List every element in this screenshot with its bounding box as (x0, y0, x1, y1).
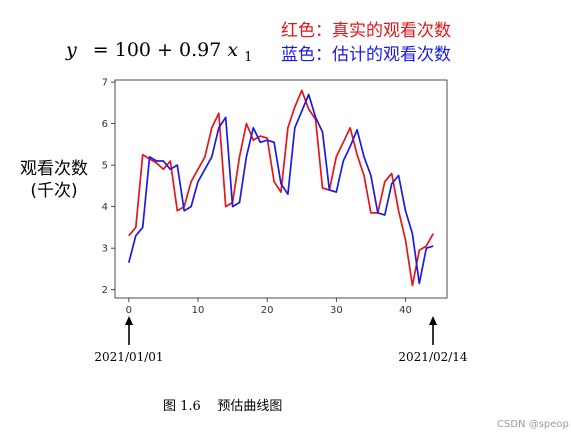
axis-ticks: 0 10 20 30 40 2 3 4 5 6 7 (102, 78, 412, 316)
end-arrow (429, 316, 437, 345)
y-tick-label: 7 (102, 78, 108, 89)
y-tick-label: 2 (102, 285, 108, 296)
x-tick-label: 20 (261, 305, 274, 316)
predicted-views-line (127, 93, 434, 285)
equation-rhs: = 100 + 0.97 (93, 39, 222, 61)
start-date-label: 2021/01/01 (94, 350, 163, 364)
y-tick-label: 5 (102, 161, 108, 172)
y-tick-label: 6 (102, 119, 108, 130)
regression-equation: y = 100 + 0.97 x 1 (65, 39, 252, 65)
end-date-label: 2021/02/14 (398, 350, 468, 364)
actual-views-line (128, 89, 434, 287)
y-axis-label-line2: (千次) (30, 181, 77, 201)
series-lines (127, 89, 434, 287)
x-tick-label: 10 (192, 305, 205, 316)
equation-sub: 1 (244, 50, 252, 65)
x-tick-label: 0 (126, 305, 132, 316)
start-arrow (125, 316, 133, 345)
equation-lhs: y (65, 39, 77, 61)
y-tick-label: 3 (102, 244, 108, 255)
legend-predicted: 蓝色：估计的观看次数 (281, 45, 451, 65)
legend-actual: 红色：真实的观看次数 (281, 21, 451, 41)
y-tick-label: 4 (102, 202, 108, 213)
x-tick-label: 40 (399, 305, 412, 316)
figure-caption: 图 1.6 预估曲线图 (163, 399, 282, 414)
equation-var: x (227, 39, 238, 61)
watermark-text: CSDN @speop (497, 419, 569, 430)
y-axis-label-line1: 观看次数 (20, 159, 88, 179)
x-tick-label: 30 (330, 305, 343, 316)
